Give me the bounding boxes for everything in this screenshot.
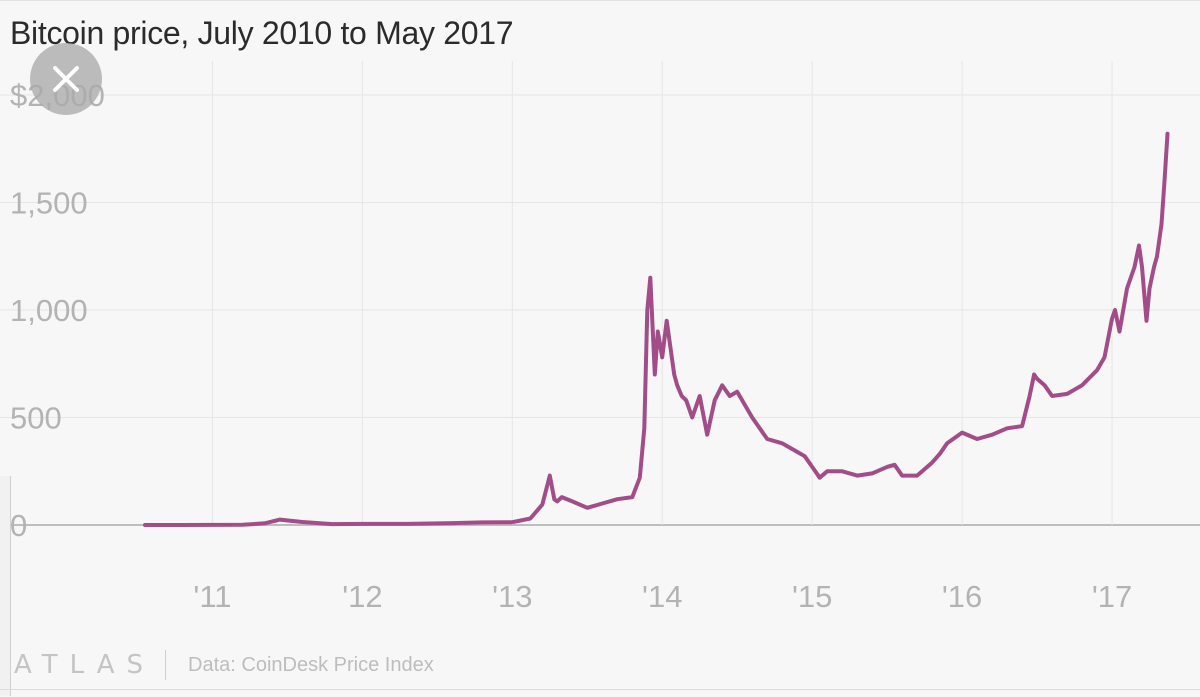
- data-source: Data: CoinDesk Price Index: [188, 653, 434, 676]
- y-tick-label: 0: [10, 508, 27, 543]
- x-tick-label: '13: [492, 579, 532, 614]
- line-chart: 05001,0001,500$2,000'11'12'13'14'15'16'1…: [0, 61, 1200, 614]
- y-tick-label: 1,000: [10, 293, 88, 328]
- bottom-divider: [0, 689, 1200, 690]
- footer-divider: [165, 650, 167, 680]
- x-tick-label: '11: [193, 579, 231, 614]
- series-layer: [143, 131, 1170, 527]
- left-edge-panel: [0, 476, 11, 696]
- chart-title: Bitcoin price, July 2010 to May 2017: [10, 15, 514, 51]
- y-tick-label: 1,500: [10, 186, 88, 221]
- close-button[interactable]: [30, 43, 102, 115]
- x-tick-label: '16: [942, 579, 982, 614]
- chart-footer: ATLAS Data: CoinDesk Price Index: [0, 645, 700, 685]
- y-tick-label: 500: [10, 401, 62, 436]
- close-icon: [53, 66, 79, 92]
- brand-logo: ATLAS: [14, 650, 156, 680]
- price-series-line: [143, 131, 1170, 527]
- grid-layer: [0, 61, 1200, 526]
- x-tick-label: '12: [342, 579, 382, 614]
- x-tick-label: '15: [792, 579, 832, 614]
- x-tick-label: '14: [642, 579, 682, 614]
- tick-layer: 05001,0001,500$2,000'11'12'13'14'15'16'1…: [10, 78, 1132, 614]
- x-tick-label: '17: [1092, 579, 1132, 614]
